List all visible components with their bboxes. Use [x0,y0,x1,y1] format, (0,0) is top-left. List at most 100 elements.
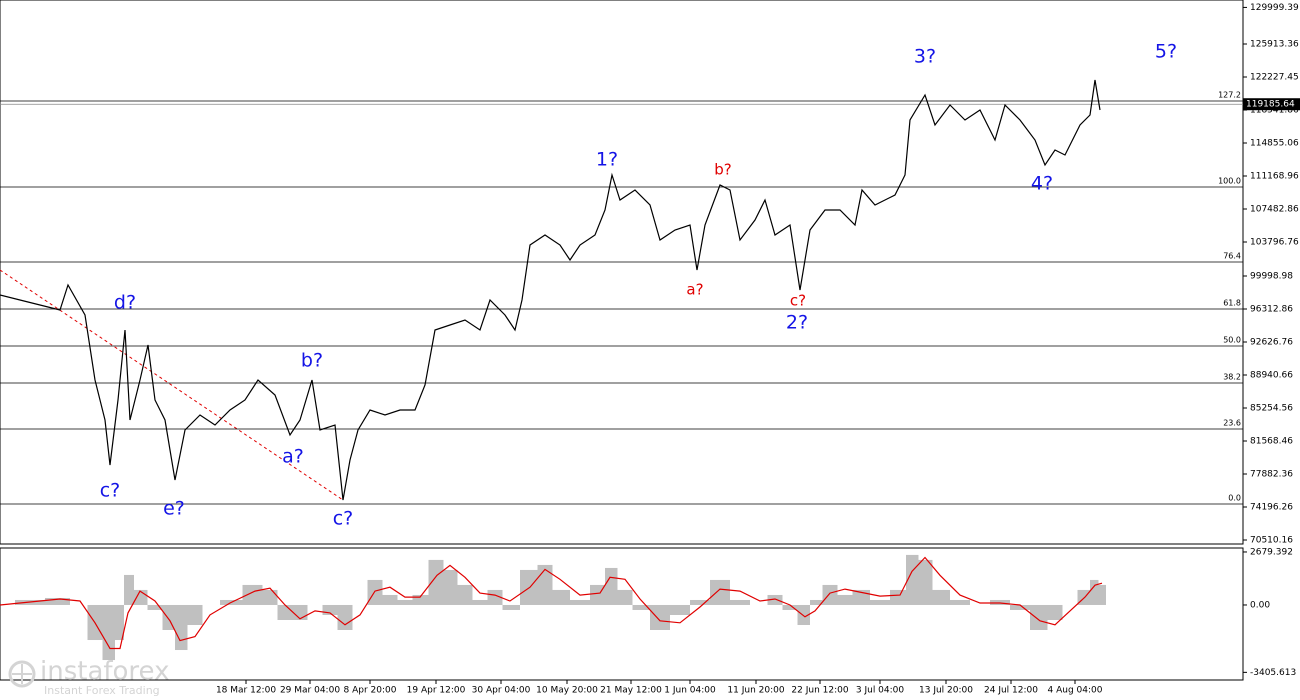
x-tick-label: 3 Jul 04:00 [856,686,905,696]
macd-bar [1090,579,1099,605]
x-tick-label: 22 Jun 12:00 [791,686,848,696]
wave-label: c? [333,508,354,530]
watermark-tagline: Instant Forex Trading [44,684,160,697]
y-tick-label: 81568.46 [1250,436,1293,446]
x-tick-label: 8 Apr 20:00 [344,686,397,696]
macd-bar [870,599,890,605]
fib-label: 100.0 [1218,177,1241,186]
macd-bar [397,599,413,605]
x-tick-label: 10 May 20:00 [536,686,598,696]
macd-bar [115,604,124,641]
y-tick-label: 122227.45 [1250,72,1299,82]
macd-bar [650,604,670,631]
y-tick-label: 74196.26 [1250,502,1293,512]
wave-label: 4? [1031,173,1053,195]
x-tick-label: 29 Mar 04:00 [280,686,340,696]
macd-bar [890,589,906,605]
fib-label: 38.2 [1223,372,1241,381]
y-tick-label: 118541.86 [1250,105,1299,115]
y-tick-label: 129999.39 [1250,3,1299,13]
macd-bar [45,597,70,605]
fib-label: 0.0 [1228,494,1241,503]
wave-label: b? [301,350,323,372]
macd-bar [472,599,488,605]
macd-bar [1030,604,1048,631]
logo [8,660,36,688]
y-tick-label: -3405.613 [1250,668,1296,678]
macd-bar [932,589,950,605]
macd-bar [590,584,605,605]
fib-label: 76.4 [1223,251,1241,260]
y-tick-label: 2679.392 [1250,547,1293,557]
macd-bar [487,589,503,605]
macd-bar [502,604,520,610]
fib-label: 61.8 [1223,298,1241,307]
macd-bar [690,599,710,605]
macd-bar [262,589,278,605]
wave-label: 5? [1155,41,1177,63]
macd-bar [443,569,458,605]
watermark-brand: instaforex [40,657,169,687]
wave-label: 3? [914,46,936,68]
wave-label: a? [686,281,703,299]
macd-bar [367,579,383,605]
macd-bar [1010,604,1030,610]
y-tick-label: 125913.36 [1250,39,1299,49]
macd-bar [428,559,444,605]
y-tick-label: 99998.98 [1250,271,1293,281]
price-panel [0,0,1244,545]
trend-line [0,269,344,501]
macd-bar [767,594,783,605]
macd-bar [537,564,553,605]
macd-bar [797,604,810,625]
macd-bar [412,594,429,605]
wave-label: b? [714,161,731,179]
wave-label: d? [114,292,136,314]
macd-bar [292,604,308,620]
macd-bar [1098,584,1106,605]
wave-label: e? [163,498,185,520]
macd-bar [605,567,618,605]
macd-bar [710,579,730,605]
x-tick-label: 11 Jun 20:00 [727,686,784,696]
wave-label: 2? [786,312,808,334]
macd-bar [382,594,398,605]
y-tick-label: 88940.66 [1250,370,1293,380]
macd-bar [822,584,838,605]
price-series [0,79,1101,501]
macd-bar [242,584,263,605]
macd-bar [277,604,293,620]
macd-bar [670,604,690,615]
macd-bar [810,599,823,605]
x-tick-label: 21 May 12:00 [600,686,662,696]
macd-bar [730,599,750,605]
macd-bar [175,604,188,651]
wave-label: a? [282,446,304,468]
fib-label: 127.2 [1218,91,1241,100]
x-tick-label: 4 Aug 04:00 [1048,686,1103,696]
macd-bar [632,604,650,610]
macd-bar [457,584,473,605]
y-tick-label: 70510.16 [1250,535,1293,545]
wave-label: c? [790,292,806,310]
x-tick-label: 18 Mar 12:00 [216,686,276,696]
y-tick-label: 92626.76 [1250,337,1293,347]
macd-bar [782,604,798,610]
fib-label: 23.6 [1223,418,1241,427]
macd-bar [570,599,590,605]
y-tick-label: 111168.96 [1250,171,1299,181]
macd-bar [124,574,134,605]
macd-bar [147,604,163,610]
signal-line [0,556,1103,650]
price-box [1243,98,1300,111]
y-tick-label: 103796.76 [1250,237,1299,247]
macd-bar [617,589,633,605]
x-tick-label: 24 Jul 12:00 [984,686,1038,696]
y-tick-label: 77882.36 [1250,469,1293,479]
x-tick-label: 1 Jun 04:00 [664,686,716,696]
wave-label: 1? [596,149,618,171]
macd-bar [552,589,570,605]
y-tick-label: 0.00 [1250,600,1270,610]
macd-bar [918,559,933,605]
